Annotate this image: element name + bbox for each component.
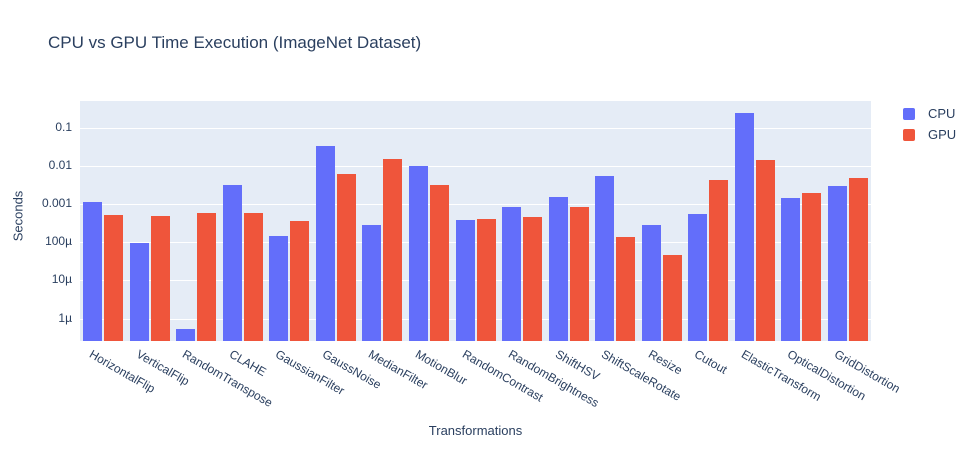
y-tick-label: 0.001: [41, 196, 72, 211]
legend: CPU GPU: [903, 106, 956, 148]
bar-gpu-MotionBlur[interactable]: [429, 185, 449, 341]
y-tick-label: 0.01: [48, 157, 72, 172]
bar-cpu-Cutout[interactable]: [688, 213, 708, 341]
bar-gpu-VerticalFlip[interactable]: [150, 215, 170, 341]
gridline: [80, 280, 871, 282]
bar-gpu-Resize[interactable]: [662, 254, 682, 341]
bar-gpu-MedianFilter[interactable]: [383, 158, 403, 341]
bar-cpu-ShiftHSV[interactable]: [548, 197, 568, 341]
y-tick-label: 10µ: [51, 272, 72, 287]
x-tick-label-ElasticTransform: ElasticTransform: [738, 347, 824, 404]
legend-label: GPU: [928, 127, 957, 142]
bar-cpu-GaussNoise[interactable]: [315, 146, 335, 341]
bar-gpu-GaussianFilter[interactable]: [290, 221, 310, 341]
bar-gpu-GridDistortion[interactable]: [848, 177, 868, 341]
bar-gpu-Cutout[interactable]: [709, 179, 729, 341]
gridline: [80, 242, 871, 244]
gridline: [80, 318, 871, 320]
legend-swatch-cpu: [903, 107, 915, 120]
legend-label: CPU: [928, 106, 956, 121]
bar-cpu-GaussianFilter[interactable]: [269, 236, 289, 341]
bar-gpu-OpticalDistortion[interactable]: [802, 192, 822, 341]
bar-cpu-ShiftScaleRotate[interactable]: [595, 176, 615, 341]
bar-gpu-HorizontalFlip[interactable]: [104, 214, 124, 341]
bar-cpu-VerticalFlip[interactable]: [129, 242, 149, 341]
bar-cpu-CLAHE[interactable]: [222, 185, 242, 341]
legend-swatch-gpu: [903, 128, 915, 141]
y-tick-label: 1µ: [58, 310, 72, 325]
bar-cpu-HorizontalFlip[interactable]: [83, 202, 103, 341]
bar-gpu-ShiftHSV[interactable]: [569, 206, 589, 341]
bar-cpu-ElasticTransform[interactable]: [734, 113, 754, 341]
bar-gpu-RandomTranspose[interactable]: [197, 212, 217, 341]
legend-item-cpu[interactable]: CPU: [903, 106, 956, 121]
bar-gpu-ShiftScaleRotate[interactable]: [616, 236, 636, 341]
bar-cpu-RandomContrast[interactable]: [455, 220, 475, 341]
bar-cpu-GridDistortion[interactable]: [827, 185, 847, 341]
bar-cpu-MedianFilter[interactable]: [362, 225, 382, 341]
bar-gpu-GaussNoise[interactable]: [336, 173, 356, 341]
plot-area: [80, 101, 871, 341]
bar-cpu-OpticalDistortion[interactable]: [781, 198, 801, 341]
gridline: [80, 165, 871, 167]
chart-title: CPU vs GPU Time Execution (ImageNet Data…: [48, 33, 422, 52]
x-axis-title: Transformations: [428, 423, 523, 438]
bar-gpu-ElasticTransform[interactable]: [755, 160, 775, 341]
x-tick-label-Cutout: Cutout: [692, 347, 730, 377]
x-tick-label-ShiftScaleRotate: ShiftScaleRotate: [599, 347, 684, 404]
x-tick-label-OpticalDistortion: OpticalDistortion: [785, 347, 869, 404]
y-tick-label: 0.1: [55, 119, 72, 134]
gridline: [80, 204, 871, 206]
legend-item-gpu[interactable]: GPU: [903, 127, 956, 142]
bar-cpu-RandomBrightness[interactable]: [502, 206, 522, 341]
gridline: [80, 127, 871, 129]
bar-gpu-CLAHE[interactable]: [243, 213, 263, 341]
bar-cpu-MotionBlur[interactable]: [408, 166, 428, 341]
bar-cpu-RandomTranspose[interactable]: [176, 328, 196, 341]
bar-cpu-Resize[interactable]: [641, 224, 661, 341]
x-tick-label-RandomContrast: RandomContrast: [459, 347, 546, 405]
bar-gpu-RandomBrightness[interactable]: [523, 216, 543, 341]
bar-gpu-RandomContrast[interactable]: [476, 219, 496, 341]
y-tick-label: 100µ: [45, 234, 72, 249]
